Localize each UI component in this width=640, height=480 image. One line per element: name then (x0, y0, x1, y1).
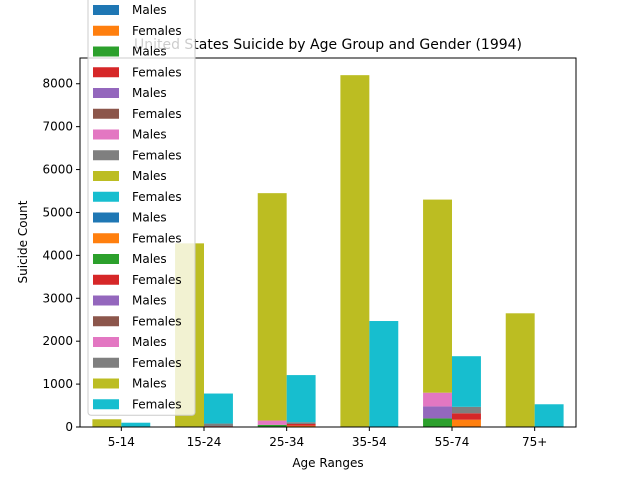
y-tick-label: 0 (65, 420, 73, 434)
bar-segment (452, 413, 481, 420)
bar-segment (452, 419, 481, 427)
axes-layer: 0 1000 2000 3000 4000 5000 6000 7000 8000 5-14 15-… (42, 57, 577, 449)
legend-label: Males (132, 3, 167, 17)
y-axis-label: Suicide Count (16, 200, 30, 283)
bar-segment (423, 199, 452, 393)
legend-label: Females (132, 273, 182, 287)
bar-segment (340, 75, 370, 428)
legend-swatch (93, 378, 119, 389)
bar-segment (204, 393, 233, 424)
legend-swatch (93, 25, 119, 36)
x-tick-label: 25-34 (269, 435, 304, 449)
legend-label: Males (132, 169, 167, 183)
bar-segment (452, 356, 481, 407)
legend-label: Males (132, 45, 167, 59)
legend-swatch (93, 46, 119, 57)
chart-title: United States Suicide by Age Group and G… (134, 37, 522, 53)
y-tick-label: 3000 (42, 291, 73, 305)
legend: Males Females Males Females Males Females Male… (87, 0, 196, 416)
legend-swatch (93, 399, 119, 410)
bar-segment (121, 422, 151, 427)
x-tick-label: 5-14 (108, 435, 135, 449)
x-tick-label: 35-54 (352, 435, 387, 449)
x-tick-label: 15-24 (187, 435, 222, 449)
legend-swatch (93, 129, 119, 140)
bar-segment (505, 313, 535, 427)
legend-label: Males (132, 86, 167, 100)
y-tick-label: 6000 (42, 163, 73, 177)
legend-label: Females (132, 148, 182, 162)
bars-layer (92, 75, 564, 428)
bar-segment (286, 422, 316, 424)
y-tick-label: 5000 (42, 205, 73, 219)
bar-segment (286, 375, 316, 423)
legend-label: Females (132, 190, 182, 204)
legend-swatch (93, 191, 119, 202)
legend-label: Males (132, 128, 167, 142)
bar-segment (452, 406, 481, 414)
legend-label: Females (132, 397, 182, 411)
legend-swatch (93, 316, 119, 327)
bar-segment (286, 425, 316, 427)
legend-swatch (93, 88, 119, 98)
legend-swatch (93, 5, 119, 15)
legend-swatch (93, 67, 119, 78)
legend-swatch (93, 171, 119, 181)
legend-label: Males (132, 335, 167, 349)
legend-label: Females (132, 107, 182, 121)
y-tick-label: 4000 (42, 248, 73, 262)
y-tick-label: 1000 (42, 377, 73, 391)
x-axis-label: Age Ranges (292, 456, 363, 470)
legend-swatch (93, 150, 119, 161)
y-tick-label: 8000 (42, 77, 73, 91)
x-tick-label: 55-74 (435, 435, 470, 449)
bar-segment (369, 321, 399, 427)
bar-segment (423, 406, 452, 419)
legend-swatch (93, 337, 119, 347)
y-tick-label: 7000 (42, 120, 73, 134)
bar-segment (257, 420, 287, 425)
legend-label: Females (132, 356, 182, 370)
legend-box (87, 0, 196, 416)
legend-label: Females (132, 231, 182, 245)
bar-segment (257, 193, 287, 421)
legend-swatch (93, 295, 119, 306)
legend-label: Females (132, 65, 182, 79)
y-tick-label: 2000 (42, 334, 73, 348)
bar-segment (257, 424, 287, 427)
legend-swatch (93, 108, 119, 119)
legend-label: Males (132, 294, 167, 308)
legend-swatch (93, 254, 119, 264)
bar-segment (286, 423, 316, 426)
legend-label: Males (132, 211, 167, 225)
plot-frame (79, 57, 577, 428)
bar-segment (92, 419, 122, 427)
bar-segment (423, 392, 452, 407)
legend-label: Males (132, 377, 167, 391)
bar-segment (534, 404, 564, 427)
x-tick-label: 75+ (522, 435, 547, 449)
legend-label: Females (132, 314, 182, 328)
legend-label: Males (132, 252, 167, 266)
legend-swatch (93, 274, 119, 285)
bar-segment (423, 418, 452, 427)
legend-swatch (93, 357, 119, 368)
legend-label: Females (132, 24, 182, 38)
legend-swatch (93, 233, 119, 244)
legend-swatch (93, 212, 119, 223)
bar-segment (204, 423, 233, 427)
